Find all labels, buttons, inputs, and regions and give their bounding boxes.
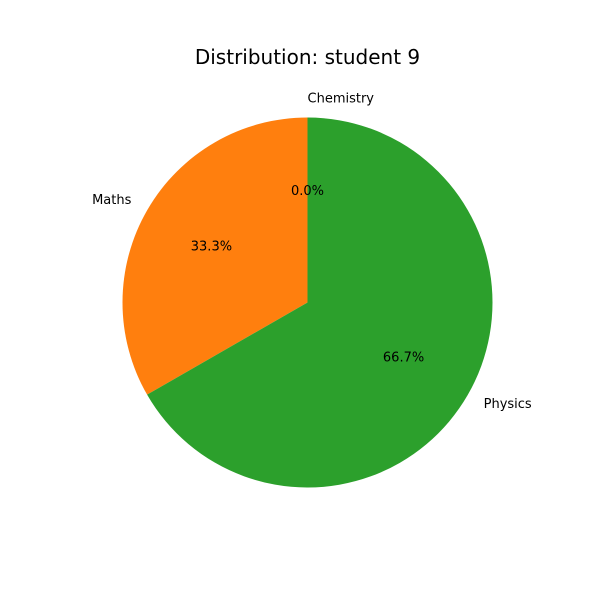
slice-pct-chemistry: 0.0%: [291, 184, 324, 199]
pie-slices: [122, 117, 493, 488]
slice-label-maths: Maths: [92, 193, 132, 208]
pie-labels: Chemistry 0.0% Maths 33.3% Physics 66.7%: [92, 92, 532, 412]
slice-label-physics: Physics: [484, 397, 532, 412]
pie-slice-physics: [147, 117, 493, 488]
chart-title: Distribution: student 9: [195, 45, 420, 69]
slice-label-chemistry: Chemistry: [308, 92, 375, 107]
slice-pct-maths: 33.3%: [191, 239, 232, 254]
slice-pct-physics: 66.7%: [383, 351, 424, 366]
pie-slice-maths: [122, 117, 308, 395]
